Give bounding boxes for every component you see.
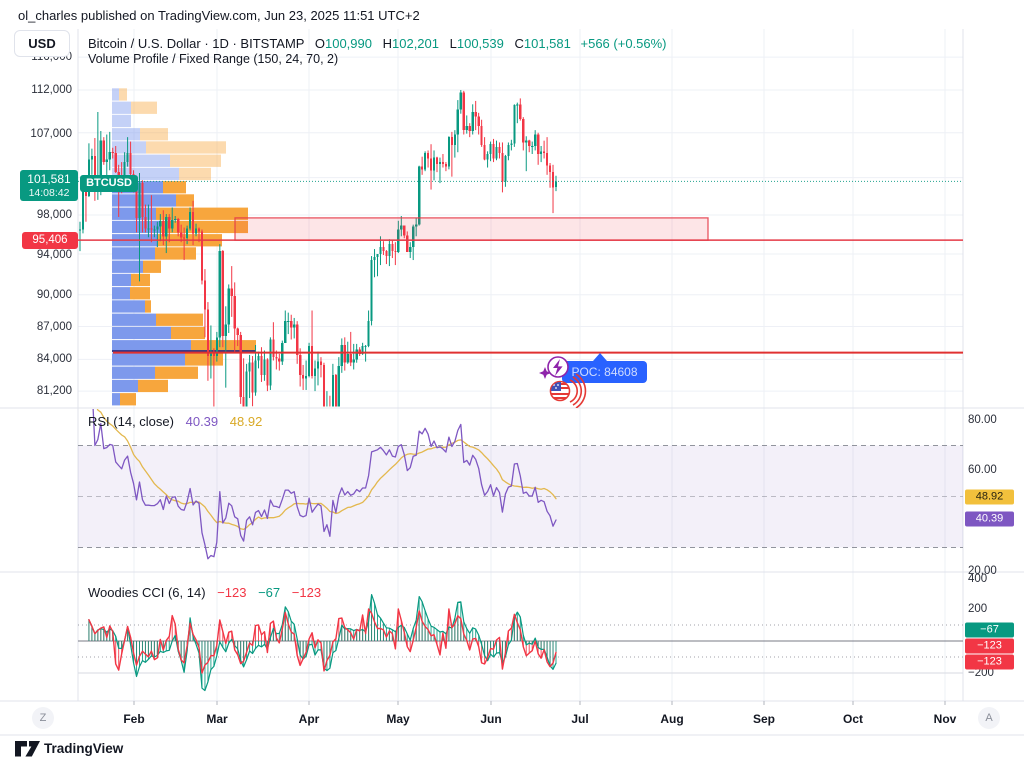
poc-callout-pointer: [593, 353, 607, 361]
rsi-ma-value: 48.92: [229, 414, 263, 429]
rsi-pane[interactable]: [78, 383, 963, 560]
currency-button[interactable]: USD: [14, 30, 70, 57]
open-value: 100,990: [324, 36, 372, 51]
sparkle-icon: [539, 367, 551, 379]
time-axis-label-may: May: [386, 712, 410, 726]
supply-zone-rectangle[interactable]: [234, 217, 709, 241]
indicator-axis-tick: 40.39: [965, 511, 1014, 527]
indicator-axis-tick: 200: [968, 603, 988, 615]
indicator-axis-tick: −123: [965, 654, 1014, 670]
indicator-axis-tick: 60.00: [968, 464, 997, 476]
indicator-axis-tick: −67: [965, 622, 1014, 638]
price-axis-tick: 112,000: [31, 84, 72, 96]
indicator-axis-tick: −200: [968, 667, 994, 679]
time-axis-label-aug: Aug: [660, 712, 684, 726]
time-axis-label-apr: Apr: [298, 712, 320, 726]
price-axis-tick: 94,000: [36, 249, 72, 261]
sticker-badges[interactable]: [534, 350, 592, 408]
high-value: 102,201: [392, 36, 439, 51]
lightning-badge-icon: [547, 356, 569, 378]
indicator-title-volume-profile[interactable]: Volume Profile / Fixed Range (150, 24, 7…: [88, 52, 339, 66]
rsi-legend-title: RSI (14, close): [88, 414, 174, 429]
close-value: 101,581: [523, 36, 571, 51]
time-axis-label-feb: Feb: [123, 712, 145, 726]
indicator-axis-tick: 80.00: [968, 414, 997, 426]
time-axis-label-nov: Nov: [933, 712, 957, 726]
usa-flag-broadcast-icon: [549, 373, 587, 408]
cci-turbo-value: −123: [217, 585, 247, 600]
low-value: 100,539: [456, 36, 504, 51]
change-value: +566 (+0.56%): [580, 36, 667, 51]
auto-scale-button[interactable]: A: [978, 707, 1000, 729]
low-label: L: [449, 36, 457, 51]
time-axis-label-mar: Mar: [206, 712, 228, 726]
indicator-axis-tick: 20.00: [968, 565, 997, 577]
attribution: ol_charles published on TradingView.com,…: [18, 8, 420, 23]
cci-legend-title: Woodies CCI (6, 14): [88, 585, 206, 600]
symbol-title-row: Bitcoin / U.S. Dollar · 1D · BITSTAMP O1…: [88, 36, 667, 51]
tradingview-logo-text[interactable]: TradingView: [44, 741, 124, 756]
price-axis-tick: 81,200: [36, 385, 72, 397]
current-price-label: 101,581 14:08:42: [20, 170, 78, 201]
indicator-axis-tick: −123: [965, 638, 1014, 654]
time-axis-label-jun: Jun: [480, 712, 502, 726]
current-price: 101,581: [27, 172, 71, 186]
time-axis-label-jul: Jul: [571, 712, 589, 726]
bar-countdown: 14:08:42: [28, 187, 70, 199]
price-axis-tick: 90,000: [36, 289, 72, 301]
tradingview-logo-icon[interactable]: [14, 739, 42, 759]
alert-price-label: 95,406: [22, 232, 78, 249]
cci-value: −67: [258, 585, 281, 600]
indicator-axis-tick: 400: [968, 573, 988, 585]
open-label: O: [314, 36, 325, 51]
high-label: H: [382, 36, 392, 51]
cci-histogram-value: −123: [291, 585, 322, 600]
price-axis-tick: 107,000: [30, 128, 72, 140]
price-axis-tick: 87,000: [36, 321, 72, 333]
price-axis-tick: 98,000: [36, 209, 72, 221]
cci-legend[interactable]: Woodies CCI (6, 14) −123 −67 −123: [88, 585, 321, 600]
price-axis-tick: 84,000: [36, 353, 72, 365]
indicator-axis-tick: 48.92: [965, 489, 1014, 505]
symbol-title[interactable]: Bitcoin / U.S. Dollar · 1D · BITSTAMP: [88, 36, 305, 51]
symbol-price-line-label: BTCUSD: [80, 175, 138, 192]
time-axis-label-sep: Sep: [752, 712, 776, 726]
rsi-value: 40.39: [185, 414, 219, 429]
close-label: C: [514, 36, 524, 51]
time-axis-label-oct: Oct: [842, 712, 864, 726]
zoom-out-button[interactable]: Z: [32, 707, 54, 729]
cci-pane[interactable]: [78, 593, 963, 692]
rsi-legend[interactable]: RSI (14, close) 40.39 48.92: [88, 414, 262, 429]
poc-callout-label[interactable]: POC: 84608: [562, 361, 647, 383]
